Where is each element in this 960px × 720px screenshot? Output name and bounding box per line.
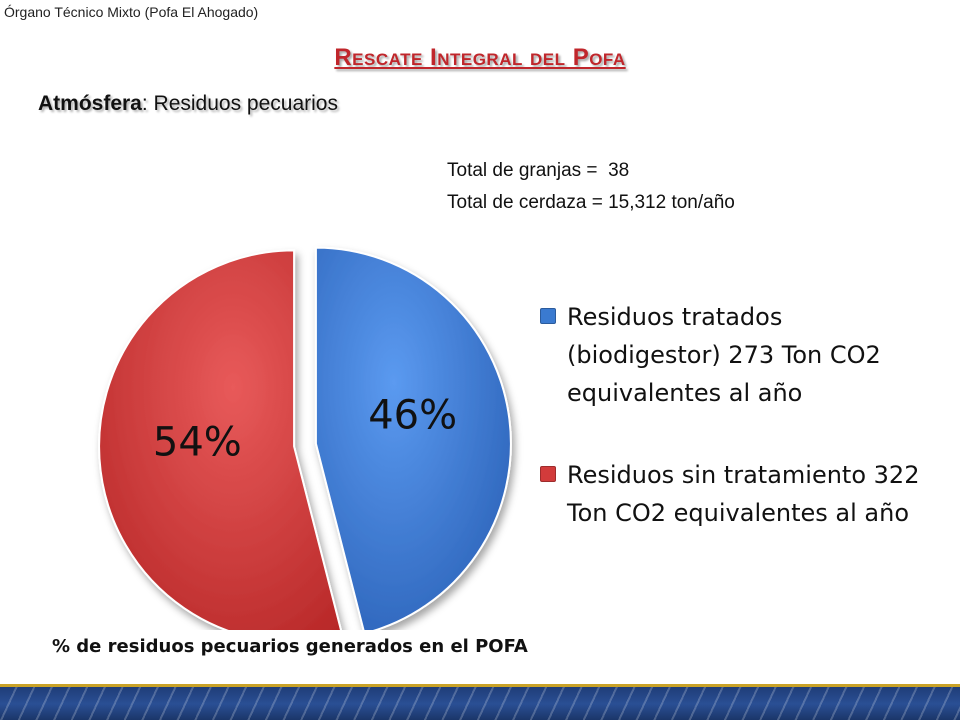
legend-label-treated: Residuos tratados (biodigestor) 273 Ton …	[567, 303, 881, 407]
pie-slice-untreated	[98, 249, 343, 630]
footer-band	[0, 684, 960, 720]
pie-label-untreated: 54%	[153, 420, 242, 466]
stat-total-farms: Total de granjas = 38	[447, 160, 630, 181]
footer-pattern	[0, 687, 960, 720]
subtitle-topic: Atmósfera	[38, 92, 142, 115]
legend-swatch-blue	[540, 308, 556, 324]
legend-label-untreated: Residuos sin tratamiento 322 Ton CO2 equ…	[567, 461, 920, 527]
legend-swatch-red	[540, 466, 556, 482]
subtitle-detail: : Residuos pecuarios	[141, 92, 338, 115]
organization-label: Órgano Técnico Mixto (Pofa El Ahogado)	[4, 4, 259, 20]
section-subtitle: Atmósfera: Residuos pecuarios	[38, 92, 338, 116]
chart-caption: % de residuos pecuarios generados en el …	[52, 636, 528, 657]
pie-chart: 46% 54%	[98, 246, 512, 630]
pie-slice-treated	[314, 246, 512, 630]
stat-total-manure: Total de cerdaza = 15,312 ton/año	[447, 192, 735, 213]
pie-label-treated: 46%	[368, 392, 457, 438]
slide-title: Rescate Integral del Pofa	[334, 44, 626, 71]
